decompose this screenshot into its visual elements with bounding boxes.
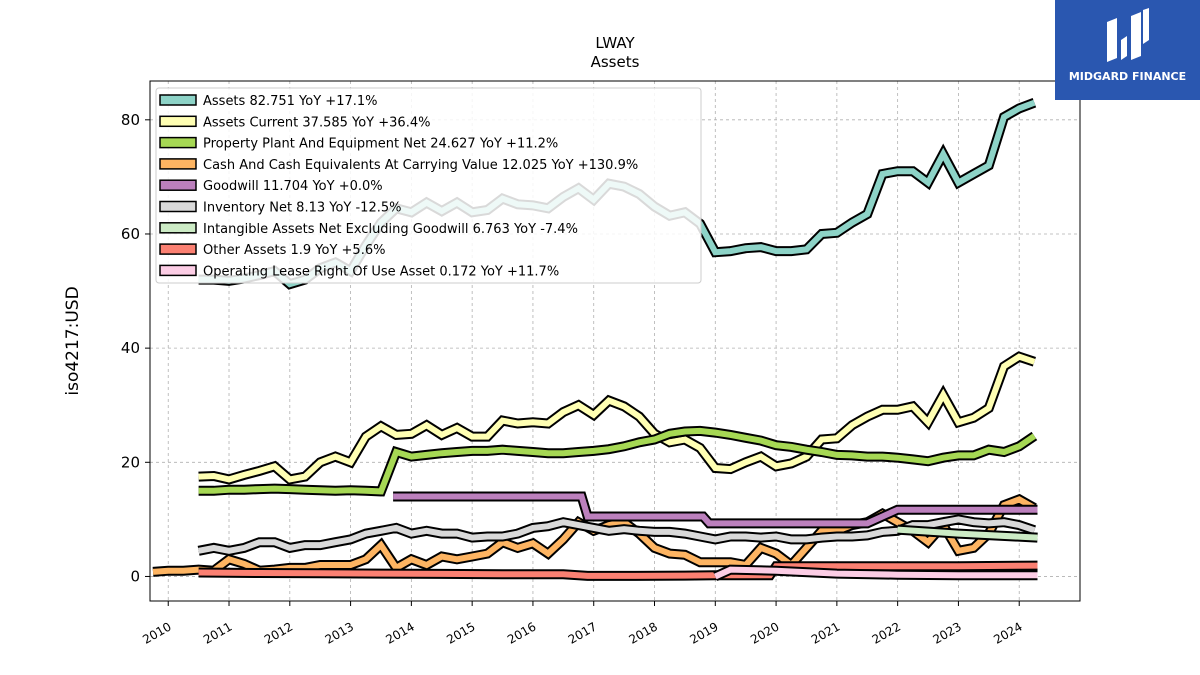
legend-label: Assets 82.751 YoY +17.1% [203, 94, 378, 109]
legend-box [155, 87, 702, 284]
series-1 [198, 351, 1036, 485]
logo-mark-icon [1107, 8, 1149, 62]
series-line [198, 427, 1037, 495]
series-4 [393, 491, 1038, 529]
legend: Assets 82.751 YoY +17.1% Assets Current 3… [155, 87, 702, 284]
legend-swatch [159, 158, 197, 170]
series-line [714, 566, 1038, 580]
legend-label: Inventory Net 8.13 YoY -12.5% [203, 201, 402, 216]
legend-swatch [159, 222, 197, 234]
y-tick-label: 40 [121, 339, 140, 357]
series-layer [152, 98, 1038, 582]
legend-label: Property Plant And Equipment Net 24.627 … [203, 137, 558, 152]
legend-label: Operating Lease Right Of Use Asset 0.172… [203, 264, 559, 279]
x-tick-label: 2011 [201, 619, 234, 646]
legend-label: Other Assets 1.9 YoY +5.6% [203, 243, 385, 258]
x-tick-label: 2012 [262, 619, 295, 646]
legend-swatch [159, 94, 197, 106]
legend-swatch [159, 264, 197, 277]
series-2 [198, 425, 1038, 497]
y-tick-label: 60 [121, 225, 140, 243]
chart-title: LWAY [595, 34, 635, 52]
legend-swatch [159, 136, 197, 149]
y-tick-label: 80 [121, 111, 140, 129]
plot-frame [149, 80, 1081, 602]
legend-swatch [159, 179, 197, 191]
series-line [198, 562, 1038, 579]
x-tick-label: 2021 [809, 619, 842, 646]
y-tick-label: 0 [130, 567, 140, 585]
midgard-finance-logo: MIDGARD FINANCE [1055, 0, 1200, 100]
series-7 [198, 560, 1038, 581]
x-tick-label: 2022 [870, 619, 903, 646]
series-8 [713, 564, 1038, 582]
series-6 [897, 524, 1038, 543]
x-tick-label: 2014 [383, 619, 416, 646]
x-tick-label: 2010 [140, 619, 173, 646]
x-tick-label: 2019 [687, 619, 720, 646]
y-axis-label: iso4217:USD [63, 286, 83, 395]
y-tick-label: 20 [121, 453, 140, 471]
series-line [393, 493, 1038, 527]
chart-subtitle: Assets [591, 53, 640, 71]
x-tick-label: 2015 [444, 619, 477, 646]
x-tick-label: 2024 [991, 619, 1024, 646]
x-tick-label: 2018 [627, 619, 660, 646]
x-tick-label: 2017 [566, 619, 599, 646]
legend-label: Intangible Assets Net Excluding Goodwill… [203, 222, 578, 237]
legend-swatch [159, 200, 197, 213]
logo-text: MIDGARD FINANCE [1068, 70, 1187, 83]
series-line [897, 526, 1038, 541]
legend-swatch [159, 243, 197, 255]
x-tick-label: 2023 [930, 619, 963, 646]
x-tick-label: 2016 [505, 619, 538, 646]
legend-label: Assets Current 37.585 YoY +36.4% [203, 115, 430, 130]
x-tick-label: 2020 [748, 619, 781, 646]
legend-swatch [159, 115, 197, 128]
legend-label: Goodwill 11.704 YoY +0.0% [203, 179, 383, 194]
series-line [198, 516, 1036, 554]
series-line [198, 353, 1036, 483]
series-5 [197, 514, 1036, 556]
legend-label: Cash And Cash Equivalents At Carrying Va… [203, 158, 638, 173]
x-tick-label: 2013 [323, 619, 356, 646]
